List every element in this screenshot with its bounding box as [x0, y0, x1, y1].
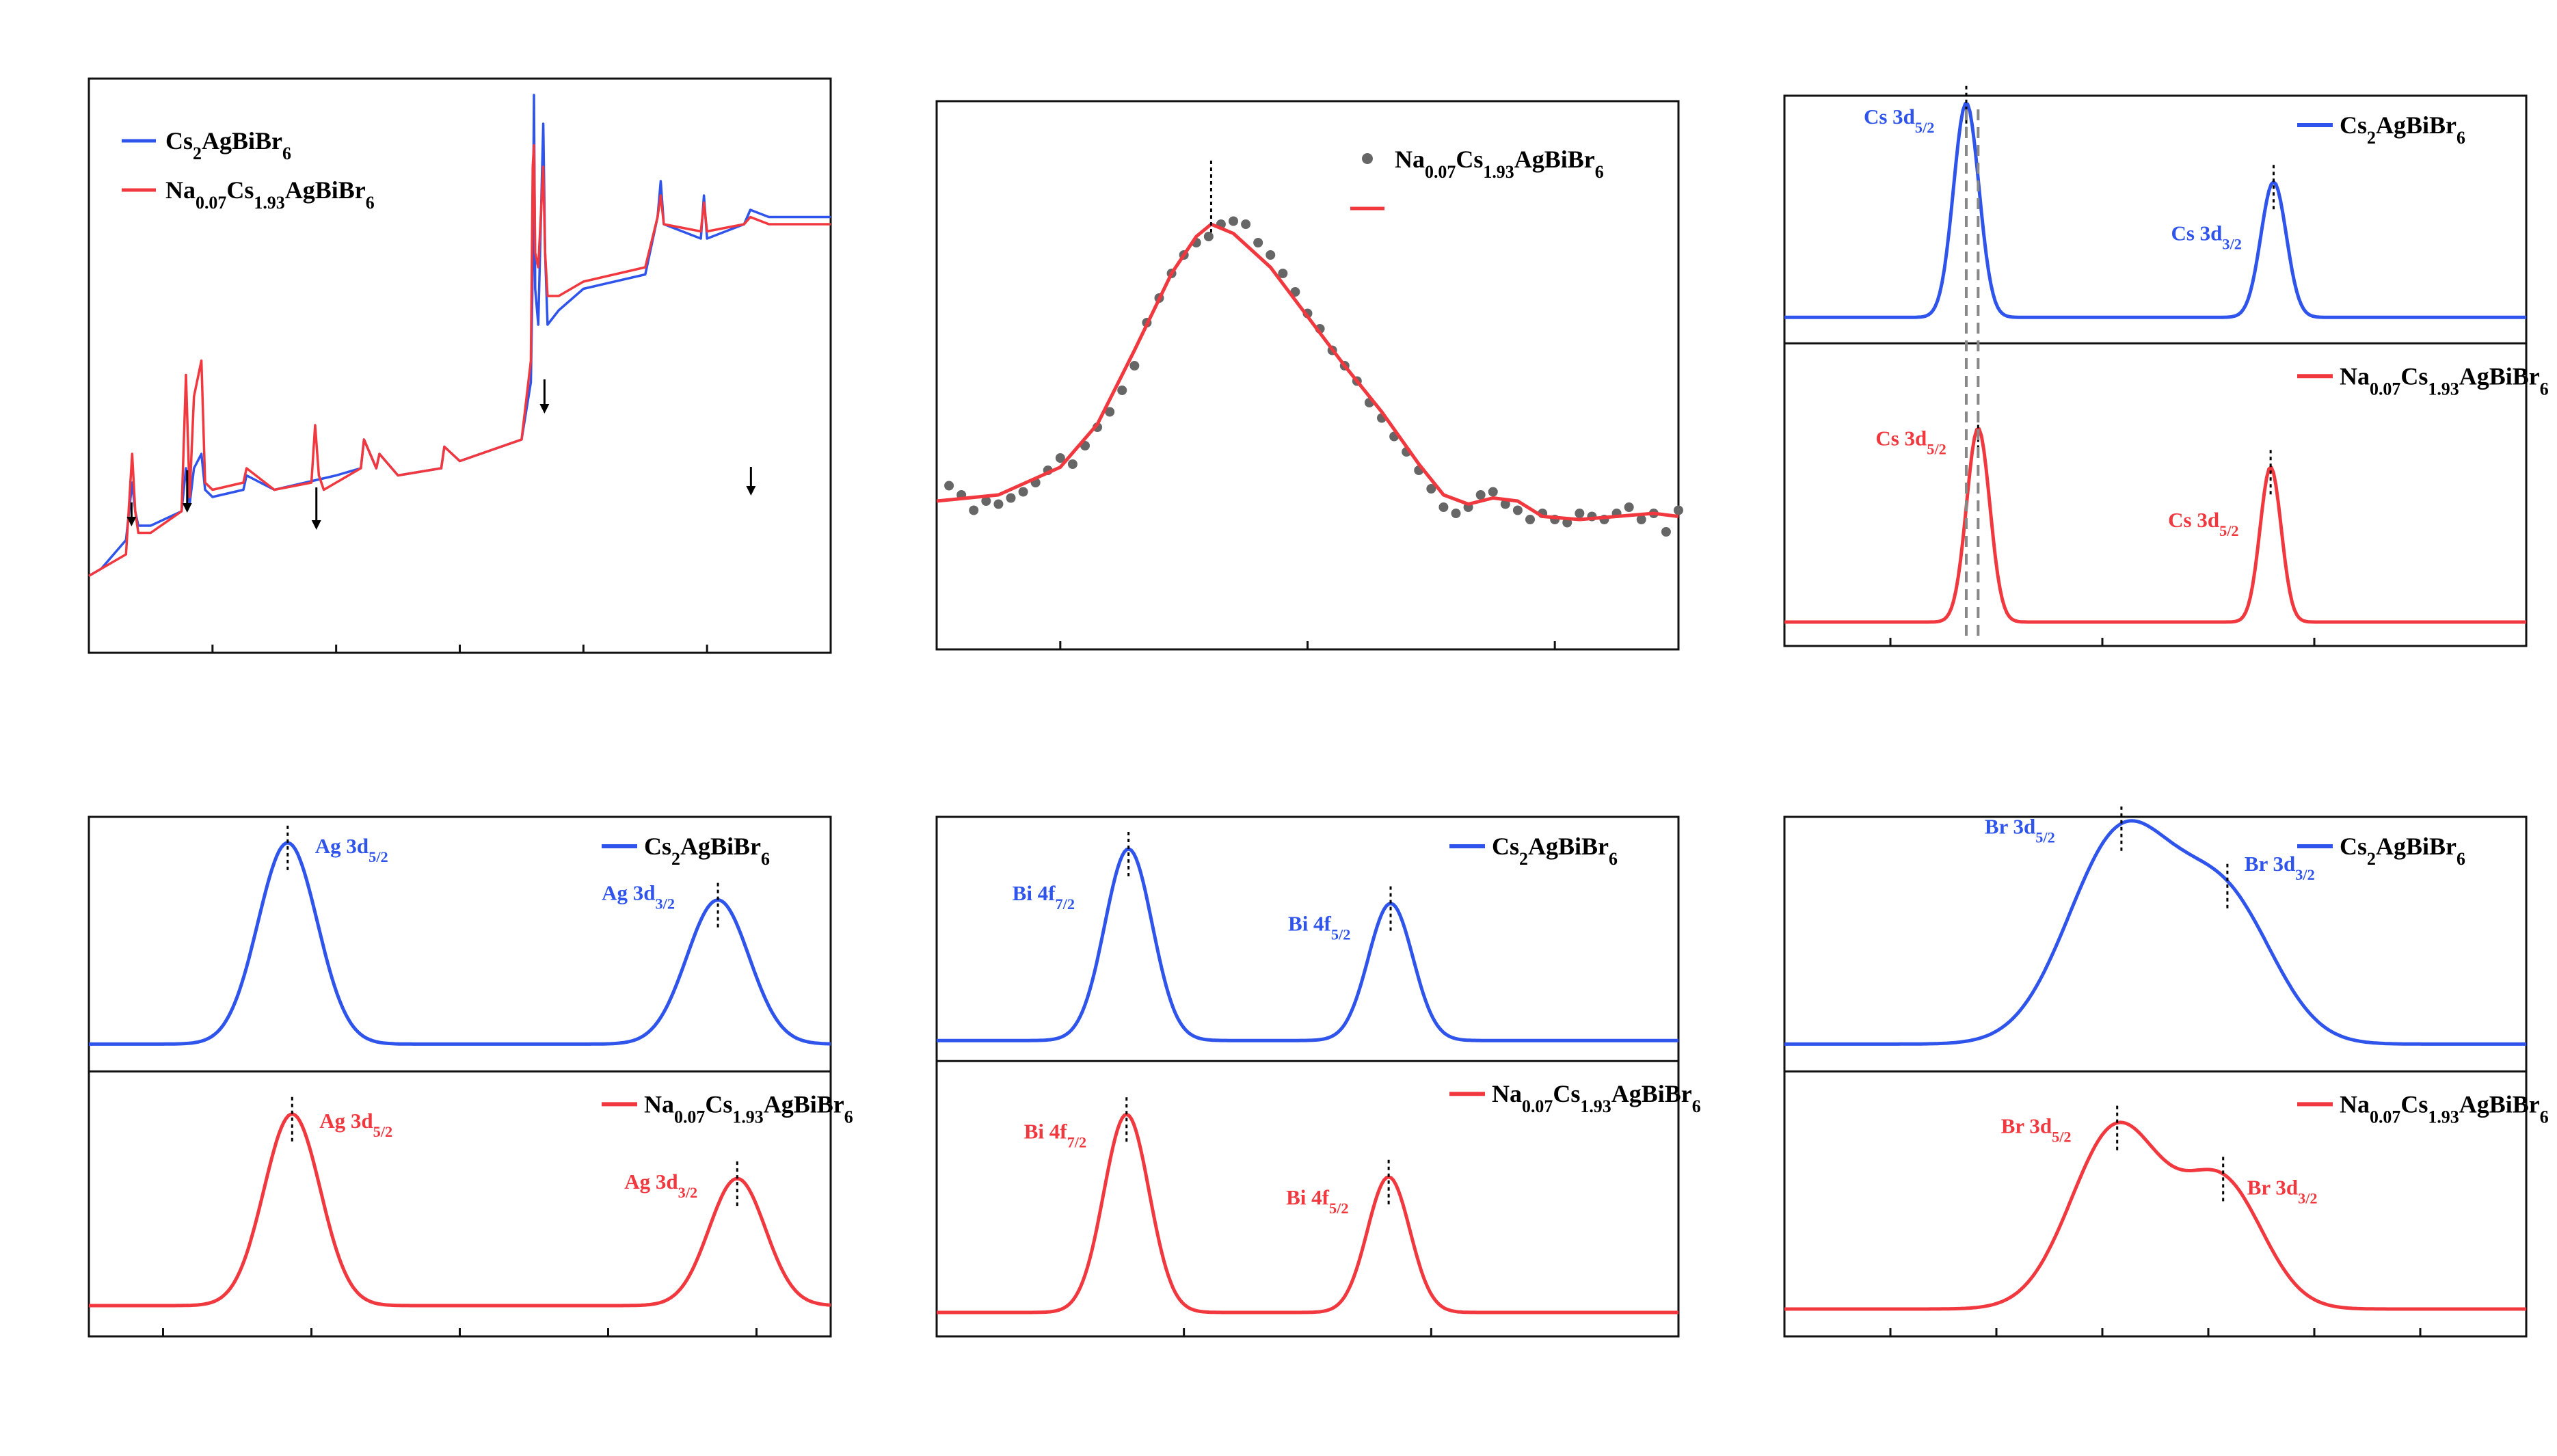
data-point	[1241, 219, 1251, 229]
arrow-head	[539, 404, 550, 414]
plot-frame	[935, 100, 1680, 651]
peak-label: Ag 3d3/2	[602, 881, 675, 913]
peak-label: Bi 4f5/2	[1286, 1185, 1348, 1217]
data-point	[1674, 505, 1683, 515]
arrow-head	[126, 517, 137, 526]
peak-label: Ag 3d5/2	[319, 1109, 392, 1140]
legend-label: Na0.07Cs1.93AgBiBr6	[1395, 146, 1604, 182]
legend-label: Na0.07Cs1.93AgBiBr6	[165, 176, 375, 213]
spectrum-cs2agbibr6	[89, 841, 831, 1046]
legend-label: Cs2AgBiBr6	[2340, 833, 2465, 869]
plot-frame	[1783, 815, 2528, 1338]
data-point	[1018, 487, 1028, 497]
peak-label: Cs 3d3/2	[2171, 221, 2241, 252]
data-point	[1105, 407, 1115, 417]
data-point	[1055, 453, 1065, 463]
legend-dot	[1362, 153, 1373, 164]
data-point	[1253, 238, 1263, 247]
data-point	[981, 496, 991, 506]
data-point	[1438, 502, 1449, 512]
peak-label: Br 3d3/2	[2245, 852, 2315, 883]
legend-label: Cs2AgBiBr6	[2340, 111, 2465, 148]
data-point	[1525, 515, 1535, 524]
legend-label: Cs2AgBiBr6	[1492, 833, 1618, 869]
panel-b: Na0.07Cs1.93AgBiBr6	[935, 100, 1683, 651]
spectrum-na-doped	[1784, 427, 2526, 624]
data-point	[1067, 459, 1077, 469]
panel-f: Cs2AgBiBr6 Br 3d5/2 Br 3d3/2 Na0.07Cs1.93Ag…	[1783, 806, 2549, 1338]
data-point	[1624, 502, 1634, 512]
data-point	[1636, 515, 1646, 524]
data-point	[1006, 493, 1016, 503]
data-point	[1129, 361, 1140, 370]
panel-c: Cs2AgBiBr6 Cs 3d5/2 Cs 3d3/2 Na0.07Cs1.93Ag…	[1783, 85, 2549, 647]
peak-label: Br 3d5/2	[1985, 815, 2055, 846]
panel-a: Cs2AgBiBr6 Na0.07Cs1.93AgBiBr6	[88, 77, 832, 654]
spectrum-na-doped	[89, 1112, 831, 1308]
data-point	[1575, 509, 1585, 518]
series-line-na-doped	[88, 144, 831, 578]
data-point	[944, 481, 954, 491]
arrow-head	[311, 520, 321, 530]
legend-label: Cs2AgBiBr6	[165, 127, 291, 163]
data-point	[1203, 232, 1214, 241]
data-point	[1229, 216, 1238, 226]
data-point	[1488, 487, 1498, 497]
legend-label: Na0.07Cs1.93AgBiBr6	[2340, 362, 2549, 399]
peak-label: Cs 3d5/2	[1864, 105, 1934, 136]
data-point	[1266, 250, 1276, 260]
peak-label: Br 3d3/2	[2247, 1175, 2318, 1206]
data-point	[1500, 499, 1510, 509]
peak-label: Cs 3d5/2	[2168, 508, 2238, 539]
peak-label: Bi 4f7/2	[1024, 1119, 1086, 1150]
legend-label: Na0.07Cs1.93AgBiBr6	[2340, 1090, 2549, 1127]
plot-frame	[1783, 94, 2528, 647]
data-point	[1512, 505, 1523, 515]
arrow-head	[182, 503, 192, 513]
peak-label: Cs 3d5/2	[1875, 427, 1946, 458]
data-point	[1475, 490, 1486, 500]
panel-d: Cs2AgBiBr6 Ag 3d5/2 Ag 3d3/2 Na0.07Cs1.93Ag…	[88, 815, 853, 1338]
data-point	[1661, 527, 1671, 537]
plot-frame	[88, 815, 832, 1338]
spectrum-cs2agbibr6	[1784, 102, 2526, 319]
plot-frame	[935, 815, 1680, 1338]
data-point	[1117, 386, 1127, 395]
data-point	[1451, 509, 1461, 518]
peak-label: Ag 3d5/2	[315, 834, 388, 865]
peak-label: Bi 4f5/2	[1288, 912, 1350, 943]
legend-label: Cs2AgBiBr6	[644, 833, 770, 869]
peak-label: Ag 3d3/2	[624, 1170, 697, 1201]
data-point	[969, 505, 979, 515]
spectrum-na-doped	[1784, 1120, 2526, 1311]
arrow-head	[746, 486, 756, 496]
data-point	[993, 499, 1004, 509]
spectrum-na-doped	[937, 1112, 1678, 1315]
spectrum-cs2agbibr6	[1784, 819, 2526, 1046]
data-point	[1426, 484, 1436, 494]
legend-label: Na0.07Cs1.93AgBiBr6	[1492, 1080, 1701, 1116]
panel-e: Cs2AgBiBr6 Bi 4f7/2 Bi 4f5/2 Na0.07Cs1.93Ag…	[935, 815, 1701, 1338]
peak-label: Bi 4f7/2	[1013, 881, 1075, 913]
series-line-cs2agbibr6	[88, 94, 831, 578]
peak-label: Br 3d5/2	[2001, 1114, 2072, 1146]
fitting-line	[936, 222, 1679, 522]
legend-label: Na0.07Cs1.93AgBiBr6	[644, 1090, 853, 1127]
spectrum-cs2agbibr6	[937, 847, 1678, 1042]
data-point	[1278, 269, 1288, 278]
